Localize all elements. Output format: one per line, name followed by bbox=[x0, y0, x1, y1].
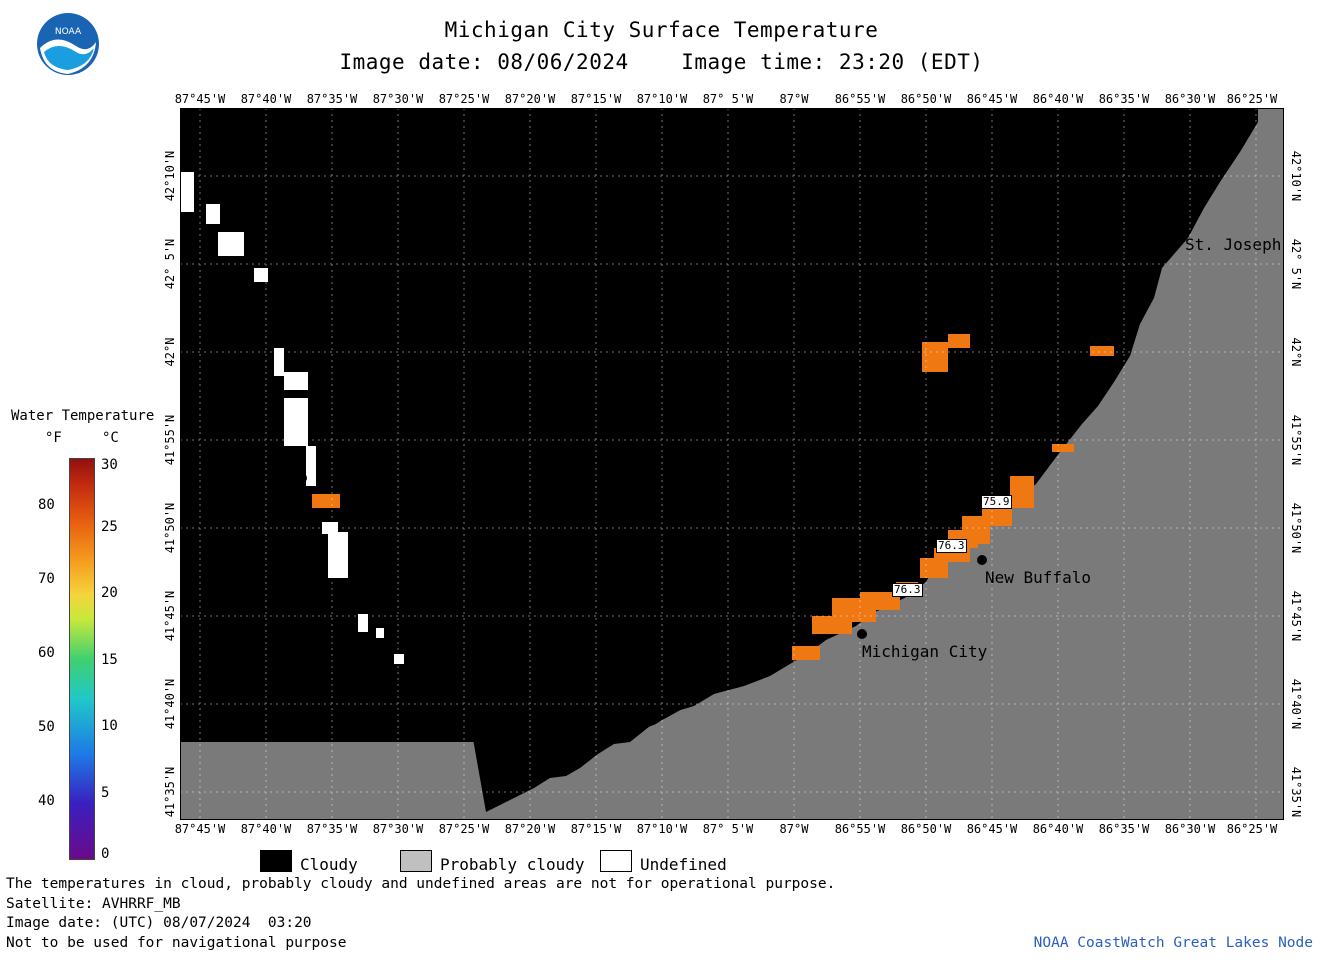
footer-nav-warning: Not to be used for navigational purpose bbox=[6, 935, 347, 951]
lat-label: 42°10'N bbox=[1289, 150, 1303, 202]
colorbar-unit-c: °C bbox=[102, 430, 119, 446]
lat-label: 41°35'N bbox=[163, 766, 177, 818]
temp-label: 76.3 bbox=[936, 539, 967, 553]
c-tick: 5 bbox=[101, 785, 110, 801]
lon-label: 87°25'W bbox=[438, 92, 490, 106]
lat-label: 42° 5'N bbox=[163, 238, 177, 290]
f-tick: 60 bbox=[38, 645, 55, 661]
f-tick: 50 bbox=[38, 719, 55, 735]
footer-satellite: Satellite: AVHRRF_MB bbox=[6, 896, 181, 912]
lat-label: 41°55'N bbox=[163, 414, 177, 466]
legend-label-cloudy: Cloudy bbox=[300, 855, 358, 874]
f-tick: 80 bbox=[38, 497, 55, 513]
lat-label: 41°55'N bbox=[1289, 414, 1303, 466]
lat-label: 41°45'N bbox=[163, 590, 177, 642]
lat-label: 42°10'N bbox=[163, 150, 177, 202]
footer-disclaimer: The temperatures in cloud, probably clou… bbox=[6, 876, 836, 892]
lon-label: 87°30'W bbox=[372, 92, 424, 106]
legend-label-probably-cloudy: Probably cloudy bbox=[440, 855, 585, 874]
lon-label: 86°25'W bbox=[1226, 822, 1278, 836]
lon-label: 87°20'W bbox=[504, 822, 556, 836]
colorbar-unit-f: °F bbox=[45, 430, 62, 446]
f-tick: 40 bbox=[38, 793, 55, 809]
place-label-chicago: Chicago bbox=[229, 482, 297, 501]
lon-label: 86°40'W bbox=[1032, 92, 1084, 106]
map-panel bbox=[180, 108, 1284, 820]
lon-label: 86°25'W bbox=[1226, 92, 1278, 106]
c-tick: 10 bbox=[101, 718, 118, 734]
lon-label: 86°35'W bbox=[1098, 92, 1150, 106]
lon-label: 87°35'W bbox=[306, 92, 358, 106]
legend-swatch-undefined bbox=[600, 850, 632, 872]
lon-label: 87°W bbox=[779, 822, 809, 836]
lon-label: 86°30'W bbox=[1164, 92, 1216, 106]
lat-label: 42°N bbox=[1289, 337, 1303, 367]
lon-label: 86°45'W bbox=[966, 822, 1018, 836]
c-tick: 0 bbox=[101, 846, 110, 862]
graticule bbox=[180, 108, 1284, 820]
lon-label: 87°35'W bbox=[306, 822, 358, 836]
legend-label-undefined: Undefined bbox=[640, 855, 727, 874]
lon-label: 87°45'W bbox=[174, 92, 226, 106]
lon-label: 87°W bbox=[779, 92, 809, 106]
place-label-michigan-city: Michigan City bbox=[862, 642, 988, 661]
lon-label: 86°55'W bbox=[834, 92, 886, 106]
lake-main bbox=[180, 108, 1258, 742]
f-tick: 70 bbox=[38, 571, 55, 587]
lat-label: 41°35'N bbox=[1289, 766, 1303, 818]
lon-label: 86°40'W bbox=[1032, 822, 1084, 836]
svg-text:NOAA: NOAA bbox=[55, 27, 82, 37]
lat-label: 41°45'N bbox=[1289, 590, 1303, 642]
lat-label: 41°40'N bbox=[163, 678, 177, 730]
place-label-new-buffalo: New Buffalo bbox=[985, 568, 1091, 587]
lon-label: 87°30'W bbox=[372, 822, 424, 836]
lon-label: 86°55'W bbox=[834, 822, 886, 836]
map-border bbox=[180, 108, 1284, 820]
lon-label: 86°35'W bbox=[1098, 822, 1150, 836]
lon-label: 87°15'W bbox=[570, 92, 622, 106]
place-label-st-joseph: St. Joseph bbox=[1185, 235, 1282, 254]
temp-label: 75.9 bbox=[981, 495, 1012, 509]
lon-label: 87°10'W bbox=[636, 92, 688, 106]
lon-label: 86°50'W bbox=[900, 822, 952, 836]
chicago-marker bbox=[297, 473, 307, 483]
c-tick: 20 bbox=[101, 585, 118, 601]
michigan-city-marker bbox=[857, 629, 867, 639]
legend-swatch-probably-cloudy bbox=[400, 850, 432, 872]
colorbar-title: Water Temperature bbox=[11, 408, 155, 424]
temp-label: 76.3 bbox=[892, 583, 923, 597]
lon-label: 87°40'W bbox=[240, 822, 292, 836]
new-buffalo-marker bbox=[977, 555, 987, 565]
c-tick: 25 bbox=[101, 519, 118, 535]
footer-credit: NOAA CoastWatch Great Lakes Node bbox=[1033, 935, 1313, 951]
lon-label: 87°15'W bbox=[570, 822, 622, 836]
page-title: Michigan City Surface Temperature bbox=[444, 18, 879, 42]
lat-label: 41°50'N bbox=[163, 502, 177, 554]
footer-utc-date: Image date: (UTC) 08/07/2024 03:20 bbox=[6, 915, 312, 931]
lon-label: 87° 5'W bbox=[702, 92, 754, 106]
c-tick: 15 bbox=[101, 652, 118, 668]
lon-label: 87°45'W bbox=[174, 822, 226, 836]
lon-label: 87°25'W bbox=[438, 822, 490, 836]
lon-label: 87°40'W bbox=[240, 92, 292, 106]
noaa-logo: NOAA bbox=[37, 13, 99, 75]
undefined-areas bbox=[180, 172, 404, 664]
lat-label: 41°50'N bbox=[1289, 502, 1303, 554]
lon-label: 86°50'W bbox=[900, 92, 952, 106]
lon-label: 86°30'W bbox=[1164, 822, 1216, 836]
image-date-time: Image date: 08/06/2024 Image time: 23:20… bbox=[339, 50, 984, 74]
lon-label: 87° 5'W bbox=[702, 822, 754, 836]
lon-label: 87°10'W bbox=[636, 822, 688, 836]
lon-label: 86°45'W bbox=[966, 92, 1018, 106]
lat-label: 42° 5'N bbox=[1289, 238, 1303, 290]
legend-swatch-cloudy bbox=[260, 850, 292, 872]
c-tick: 30 bbox=[101, 457, 118, 473]
colorbar bbox=[69, 458, 95, 860]
lat-label: 41°40'N bbox=[1289, 678, 1303, 730]
lat-label: 42°N bbox=[163, 337, 177, 367]
lon-label: 87°20'W bbox=[504, 92, 556, 106]
